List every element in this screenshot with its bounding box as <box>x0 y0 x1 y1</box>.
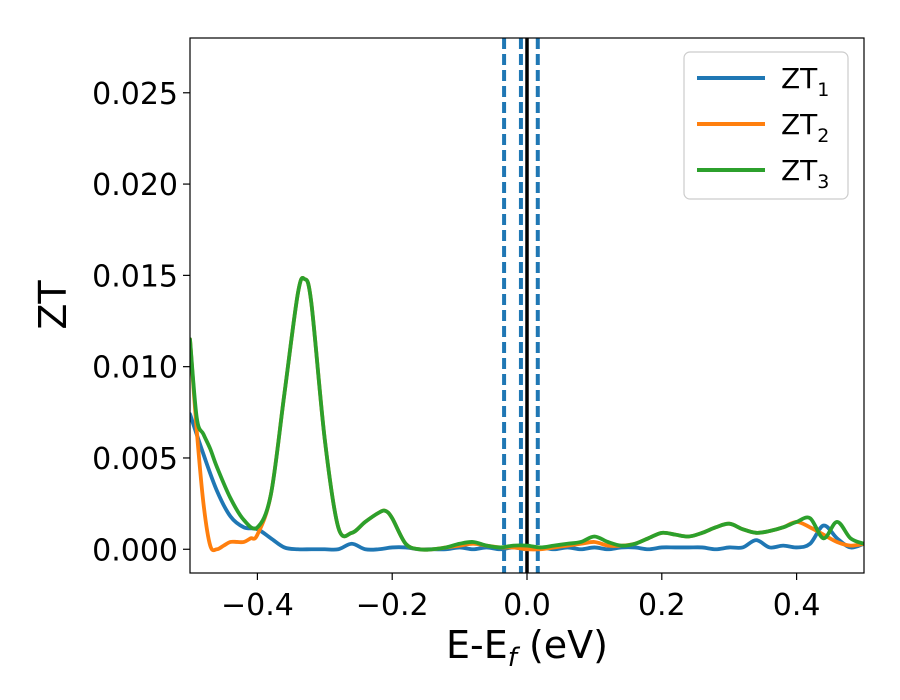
legend-box <box>683 51 849 200</box>
x-tick-label: 0.4 <box>773 588 821 623</box>
legend-label-zt3: ZT3 <box>781 154 829 193</box>
legend-label-zt1: ZT1 <box>781 62 829 101</box>
x-tick-label: −0.2 <box>356 588 429 623</box>
series-layer <box>190 276 864 553</box>
y-axis-label: ZT <box>31 280 75 330</box>
legend-entry-zt2: ZT2 <box>697 108 829 147</box>
legend-entry-zt3: ZT3 <box>697 154 829 193</box>
y-tick-label: 0.000 <box>92 533 178 568</box>
y-tick-label: 0.015 <box>92 259 178 294</box>
vertical-marker-lines <box>502 38 540 573</box>
x-axis-ticks: −0.4 −0.2 0.0 0.2 0.4 <box>221 573 820 623</box>
legend-label-zt2: ZT2 <box>781 108 829 147</box>
x-tick-label: 0.2 <box>638 588 686 623</box>
legend-entry-zt1: ZT1 <box>697 62 829 101</box>
y-tick-label: 0.025 <box>92 77 178 112</box>
y-tick-label: 0.020 <box>92 168 178 203</box>
y-axis-ticks: 0.000 0.005 0.010 0.015 0.020 0.025 <box>92 77 190 568</box>
legend: ZT1 ZT2 ZT3 <box>683 51 849 200</box>
y-tick-label: 0.010 <box>92 351 178 386</box>
x-axis-label: E-Ef (eV) <box>446 623 608 673</box>
y-tick-label: 0.005 <box>92 442 178 477</box>
x-tick-label: −0.4 <box>221 588 294 623</box>
x-tick-label: 0.0 <box>503 588 551 623</box>
series-line-zt3 <box>190 276 864 552</box>
